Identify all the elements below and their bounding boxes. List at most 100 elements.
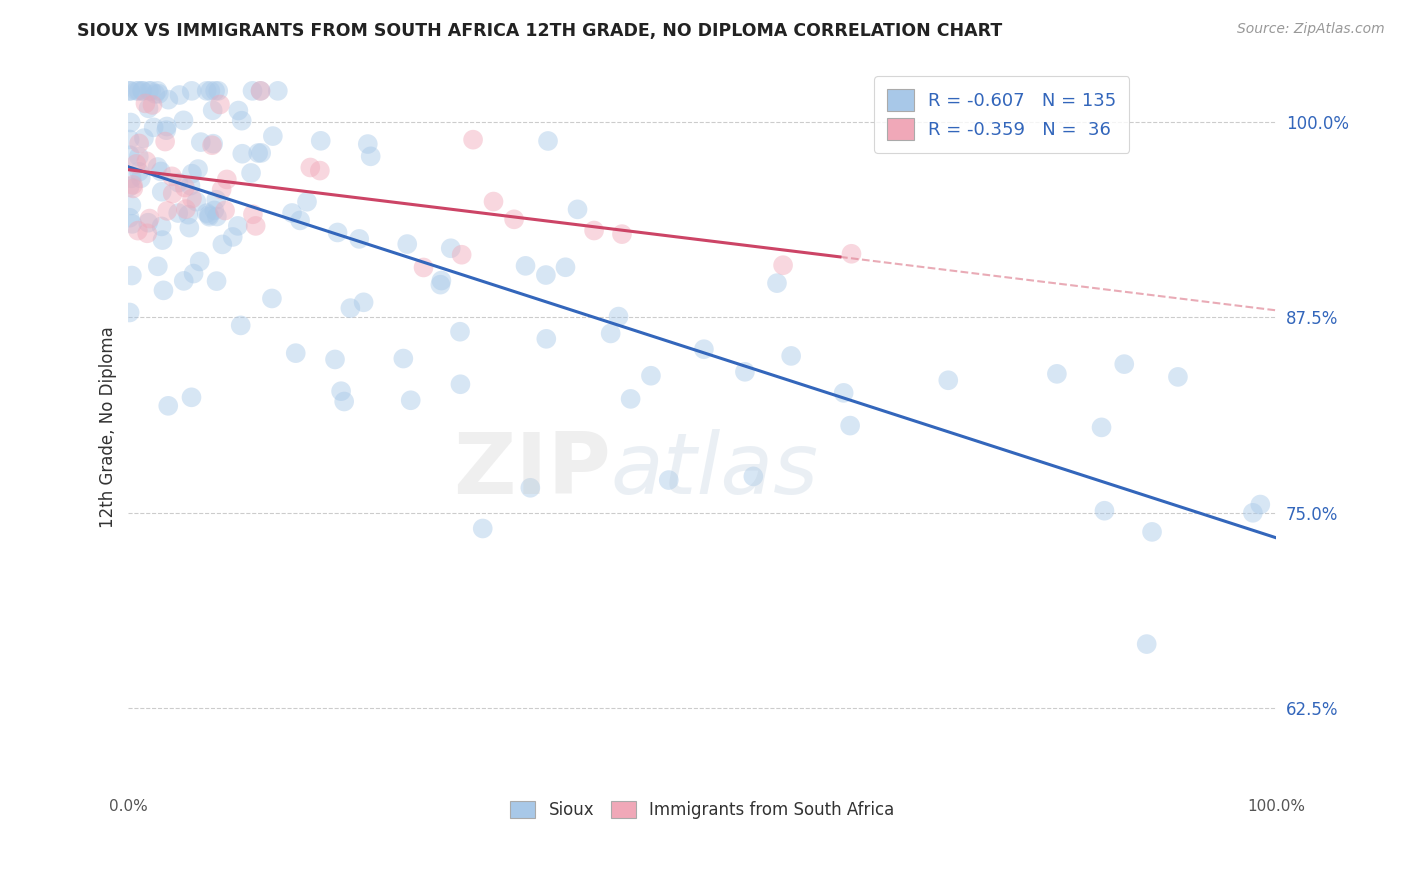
Point — [202, 136, 225, 151]
Point — [122, 178, 145, 192]
Point — [339, 301, 361, 315]
Text: atlas: atlas — [610, 429, 818, 512]
Point — [249, 84, 271, 98]
Point — [118, 84, 141, 98]
Point — [129, 171, 152, 186]
Point — [288, 213, 311, 227]
Point — [1046, 367, 1069, 381]
Point — [131, 84, 153, 98]
Point — [136, 216, 159, 230]
Point — [742, 469, 765, 483]
Point — [142, 120, 165, 135]
Point — [146, 160, 169, 174]
Point — [308, 163, 330, 178]
Point — [211, 183, 233, 197]
Point — [121, 268, 143, 283]
Point — [832, 385, 855, 400]
Point — [120, 84, 142, 98]
Point — [214, 203, 236, 218]
Point — [156, 203, 179, 218]
Point — [267, 84, 290, 98]
Point — [323, 352, 346, 367]
Point — [125, 157, 148, 171]
Point — [160, 169, 183, 184]
Point — [179, 220, 201, 235]
Point — [1249, 498, 1271, 512]
Point — [155, 123, 177, 137]
Point — [1167, 370, 1189, 384]
Point — [202, 203, 225, 218]
Point — [149, 164, 172, 178]
Point — [125, 84, 148, 98]
Point — [204, 84, 226, 98]
Point — [195, 84, 218, 98]
Point — [177, 208, 200, 222]
Point — [118, 132, 141, 146]
Point — [174, 202, 197, 216]
Point — [1094, 504, 1116, 518]
Point — [349, 232, 371, 246]
Point — [173, 180, 195, 194]
Point — [181, 167, 204, 181]
Point — [482, 194, 505, 209]
Point — [180, 84, 202, 98]
Point — [471, 521, 494, 535]
Point — [131, 84, 153, 98]
Point — [152, 284, 174, 298]
Point — [181, 192, 204, 206]
Point — [231, 146, 253, 161]
Point — [399, 393, 422, 408]
Point — [120, 115, 142, 129]
Point — [262, 129, 284, 144]
Y-axis label: 12th Grade, No Diploma: 12th Grade, No Diploma — [100, 326, 117, 528]
Point — [138, 211, 160, 226]
Point — [150, 185, 173, 199]
Point — [326, 226, 349, 240]
Point — [132, 131, 155, 145]
Legend: Sioux, Immigrants from South Africa: Sioux, Immigrants from South Africa — [503, 795, 901, 826]
Point — [281, 206, 304, 220]
Point — [537, 134, 560, 148]
Point — [201, 103, 224, 118]
Point — [205, 193, 228, 207]
Point — [148, 87, 170, 101]
Point — [127, 224, 149, 238]
Point — [392, 351, 415, 366]
Point — [245, 219, 267, 233]
Point — [610, 227, 633, 241]
Point — [157, 399, 180, 413]
Point — [693, 342, 716, 356]
Point — [180, 390, 202, 404]
Point — [772, 258, 794, 272]
Point — [205, 274, 228, 288]
Point — [141, 98, 163, 112]
Point — [449, 377, 471, 392]
Point — [333, 394, 356, 409]
Point — [231, 113, 253, 128]
Point — [1136, 637, 1159, 651]
Point — [128, 165, 150, 179]
Point — [583, 223, 606, 237]
Point — [429, 277, 451, 292]
Point — [183, 267, 205, 281]
Point — [169, 88, 191, 103]
Point — [620, 392, 643, 406]
Point — [152, 233, 174, 247]
Point — [450, 248, 472, 262]
Point — [200, 84, 222, 98]
Point — [222, 230, 245, 244]
Point — [195, 206, 218, 220]
Point — [515, 259, 537, 273]
Point — [128, 150, 150, 164]
Point — [242, 207, 264, 221]
Point — [936, 373, 959, 387]
Point — [139, 84, 162, 98]
Point — [841, 247, 863, 261]
Point — [412, 260, 434, 275]
Point — [242, 84, 264, 98]
Point — [190, 135, 212, 149]
Point — [299, 161, 322, 175]
Point — [198, 210, 221, 224]
Point — [179, 178, 201, 193]
Point — [135, 154, 157, 169]
